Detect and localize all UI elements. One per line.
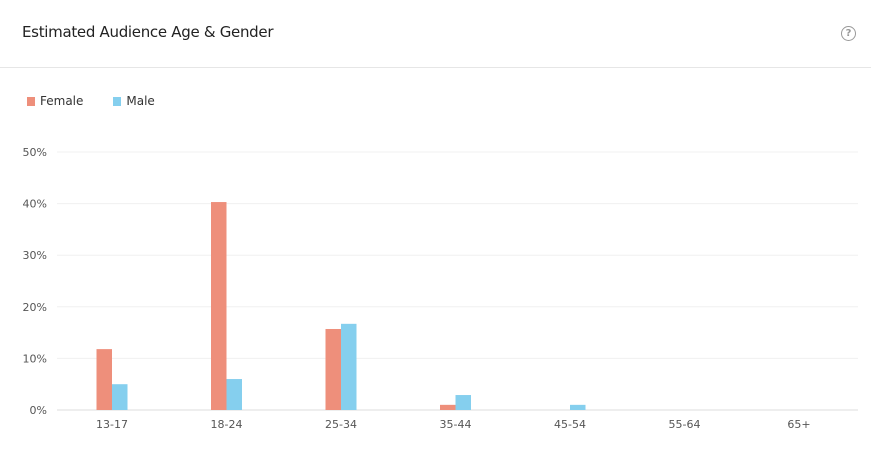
bar-female — [96, 349, 112, 410]
y-tick-label: 40% — [23, 198, 47, 211]
y-tick-label: 30% — [23, 249, 47, 262]
legend-item-male[interactable]: Male — [113, 94, 155, 108]
x-tick-label: 55-64 — [669, 418, 701, 431]
y-tick-label: 10% — [23, 352, 47, 365]
bar-male — [341, 323, 357, 410]
x-tick-label: 35-44 — [440, 418, 472, 431]
legend-label: Female — [40, 94, 84, 108]
legend-label: Male — [126, 94, 155, 108]
y-tick-label: 0% — [30, 404, 47, 417]
x-tick-label: 18-24 — [211, 418, 243, 431]
y-tick-label: 50% — [23, 146, 47, 159]
bar-female — [211, 202, 227, 410]
bar-male — [226, 379, 242, 410]
question-circle-icon[interactable]: ? — [841, 26, 856, 41]
card-header: Estimated Audience Age & Gender ? — [0, 0, 871, 68]
card-title: Estimated Audience Age & Gender — [22, 23, 274, 41]
bar-female — [325, 328, 341, 410]
bar-male — [112, 384, 128, 410]
legend: Female Male — [27, 94, 155, 108]
x-tick-label: 45-54 — [554, 418, 586, 431]
legend-swatch — [27, 96, 35, 106]
bar-male — [570, 404, 586, 410]
y-tick-label: 20% — [23, 301, 47, 314]
x-tick-label: 25-34 — [325, 418, 357, 431]
x-tick-label: 65+ — [787, 418, 810, 431]
legend-item-female[interactable]: Female — [27, 94, 83, 108]
bar-male — [455, 395, 471, 410]
x-tick-label: 13-17 — [96, 418, 128, 431]
bar-female — [440, 404, 456, 410]
legend-swatch — [113, 96, 122, 106]
